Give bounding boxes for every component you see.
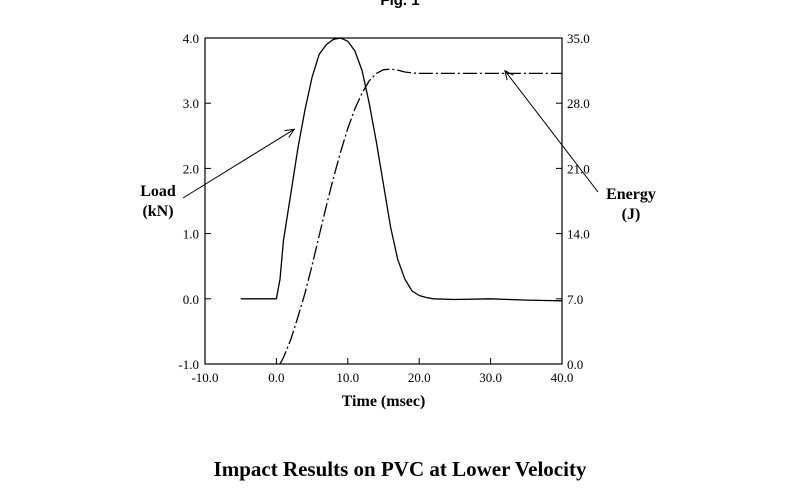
load-curve: [240, 37, 563, 302]
energy-pointer-arrow: [505, 71, 599, 193]
y-right-tick-label: 28.0: [567, 96, 590, 111]
y-right-tick-label: 7.0: [567, 292, 583, 307]
x-axis: -10.0 0.0 10.0 20.0 30.0 40.0: [191, 358, 573, 385]
y-left-tick-label: 3.0: [183, 96, 199, 111]
y-left-tick-label: -1.0: [178, 357, 199, 372]
x-tick-label: -10.0: [191, 370, 218, 385]
y-left-tick-label: 4.0: [183, 31, 199, 46]
x-tick-label: 30.0: [479, 370, 502, 385]
y-axis-right: 0.0 7.0 14.0 21.0 28.0 35.0: [556, 31, 590, 372]
x-tick-label: 10.0: [336, 370, 359, 385]
y-right-tick-label: 35.0: [567, 31, 590, 46]
caption: Impact Results on PVC at Lower Velocity: [213, 457, 587, 481]
energy-unit-label: (J): [622, 206, 641, 223]
load-label: Load: [140, 183, 176, 200]
load-unit-label: (kN): [142, 203, 173, 220]
y-right-tick-label: 21.0: [567, 161, 590, 176]
y-left-tick-label: 1.0: [183, 227, 199, 242]
y-axis-left: -1.0 0.0 1.0 2.0 3.0 4.0: [178, 31, 211, 372]
chart: -10.0 0.0 10.0 20.0 30.0 40.0 -1.0 0.0 1.0 2.0 3.…: [140, 31, 656, 410]
curves: [240, 37, 563, 365]
energy-curve: [279, 68, 562, 365]
y-right-tick-label: 14.0: [567, 227, 590, 242]
x-tick-label: 0.0: [268, 370, 284, 385]
plot-frame: [204, 37, 563, 365]
load-pointer-arrow: [182, 129, 294, 199]
y-left-tick-label: 2.0: [183, 161, 199, 176]
x-axis-label: Time (msec): [342, 393, 426, 410]
x-tick-label: 20.0: [408, 370, 431, 385]
figure-label: Fig. 1: [380, 0, 420, 9]
y-left-tick-label: 0.0: [183, 292, 199, 307]
x-tick-label: 40.0: [551, 370, 574, 385]
energy-label: Energy: [606, 186, 656, 203]
annotations: Load (kN) Energy (J): [140, 71, 656, 223]
y-right-tick-label: 0.0: [567, 357, 583, 372]
